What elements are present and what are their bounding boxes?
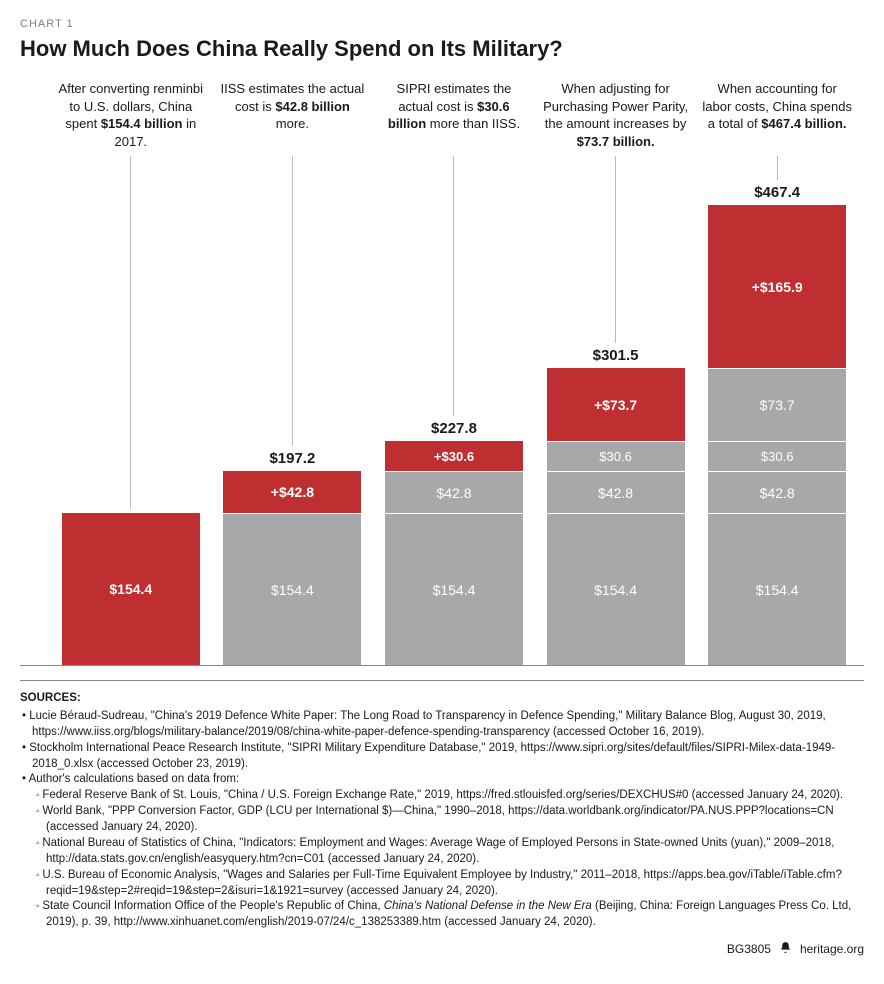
footer: BG3805 heritage.org bbox=[20, 941, 864, 957]
leader-line bbox=[777, 156, 778, 180]
total-label-2: $227.8 bbox=[431, 420, 477, 437]
sources-block: SOURCES: Lucie Béraud-Sudreau, "China's … bbox=[20, 680, 864, 931]
annotation-1: IISS estimates the actual cost is $42.8 … bbox=[212, 80, 374, 150]
chart-kicker: CHART 1 bbox=[20, 18, 864, 30]
chart-area: After converting renminbi to U.S. dollar… bbox=[20, 80, 864, 666]
footer-id: BG3805 bbox=[727, 942, 771, 956]
plot: $154.4$197.2$154.4+$42.8$227.8$154.4$42.… bbox=[20, 156, 864, 666]
segment-1-1: +$42.8 bbox=[223, 471, 361, 513]
source-item-5: National Bureau of Statistics of China, … bbox=[20, 836, 864, 868]
sources-list: Lucie Béraud-Sudreau, "China's 2019 Defe… bbox=[20, 709, 864, 931]
leader-line bbox=[130, 156, 131, 509]
source-item-3: Federal Reserve Bank of St. Louis, "Chin… bbox=[20, 788, 864, 804]
segment-2-1: $42.8 bbox=[385, 471, 523, 513]
chart-title: How Much Does China Really Spend on Its … bbox=[20, 36, 864, 62]
segment-3-2: $30.6 bbox=[547, 441, 685, 471]
bar-column-4: $467.4 $154.4$42.8$30.6$73.7+$165.9 bbox=[696, 156, 858, 665]
segment-3-1: $42.8 bbox=[547, 471, 685, 513]
total-label-1: $197.2 bbox=[269, 450, 315, 467]
source-item-4: World Bank, "PPP Conversion Factor, GDP … bbox=[20, 804, 864, 836]
leader-line bbox=[292, 156, 293, 446]
annotation-4: When accounting for labor costs, China s… bbox=[696, 80, 858, 150]
source-item-0: Lucie Béraud-Sudreau, "China's 2019 Defe… bbox=[20, 709, 864, 741]
bar-column-2: $227.8 $154.4$42.8+$30.6 bbox=[373, 156, 535, 665]
segment-4-0: $154.4 bbox=[708, 513, 846, 665]
segment-4-3: $73.7 bbox=[708, 368, 846, 441]
bar-column-3: $301.5 $154.4$42.8$30.6+$73.7 bbox=[535, 156, 697, 665]
bar-stack-2: $154.4$42.8+$30.6 bbox=[385, 441, 523, 665]
source-item-2: Author's calculations based on data from… bbox=[20, 772, 864, 788]
leader-line bbox=[615, 156, 616, 343]
segment-2-0: $154.4 bbox=[385, 513, 523, 665]
bar-stack-4: $154.4$42.8$30.6$73.7+$165.9 bbox=[708, 205, 846, 665]
leader-line bbox=[453, 156, 454, 416]
sources-heading: SOURCES: bbox=[20, 691, 864, 707]
bar-column-1: $197.2 $154.4+$42.8 bbox=[212, 156, 374, 665]
source-item-1: Stockholm International Peace Research I… bbox=[20, 741, 864, 773]
segment-3-3: +$73.7 bbox=[547, 368, 685, 441]
segment-3-0: $154.4 bbox=[547, 513, 685, 665]
segment-1-0: $154.4 bbox=[223, 513, 361, 665]
segment-0-0: $154.4 bbox=[62, 513, 200, 665]
annotations-row: After converting renminbi to U.S. dollar… bbox=[50, 80, 858, 150]
footer-site: heritage.org bbox=[800, 942, 864, 956]
total-label-4: $467.4 bbox=[754, 184, 800, 201]
annotation-2: SIPRI estimates the actual cost is $30.6… bbox=[373, 80, 535, 150]
segment-4-4: +$165.9 bbox=[708, 205, 846, 368]
bar-column-0: $154.4 bbox=[50, 156, 212, 665]
source-item-6: U.S. Bureau of Economic Analysis, "Wages… bbox=[20, 868, 864, 900]
bar-stack-3: $154.4$42.8$30.6+$73.7 bbox=[547, 368, 685, 665]
bar-stack-1: $154.4+$42.8 bbox=[223, 471, 361, 665]
segment-2-2: +$30.6 bbox=[385, 441, 523, 471]
segment-4-2: $30.6 bbox=[708, 441, 846, 471]
bar-stack-0: $154.4 bbox=[62, 513, 200, 665]
bell-icon bbox=[779, 941, 792, 957]
total-label-3: $301.5 bbox=[593, 347, 639, 364]
annotation-0: After converting renminbi to U.S. dollar… bbox=[50, 80, 212, 150]
segment-4-1: $42.8 bbox=[708, 471, 846, 513]
source-item-7: State Council Information Office of the … bbox=[20, 899, 864, 931]
annotation-3: When adjusting for Purchasing Power Pari… bbox=[535, 80, 697, 150]
